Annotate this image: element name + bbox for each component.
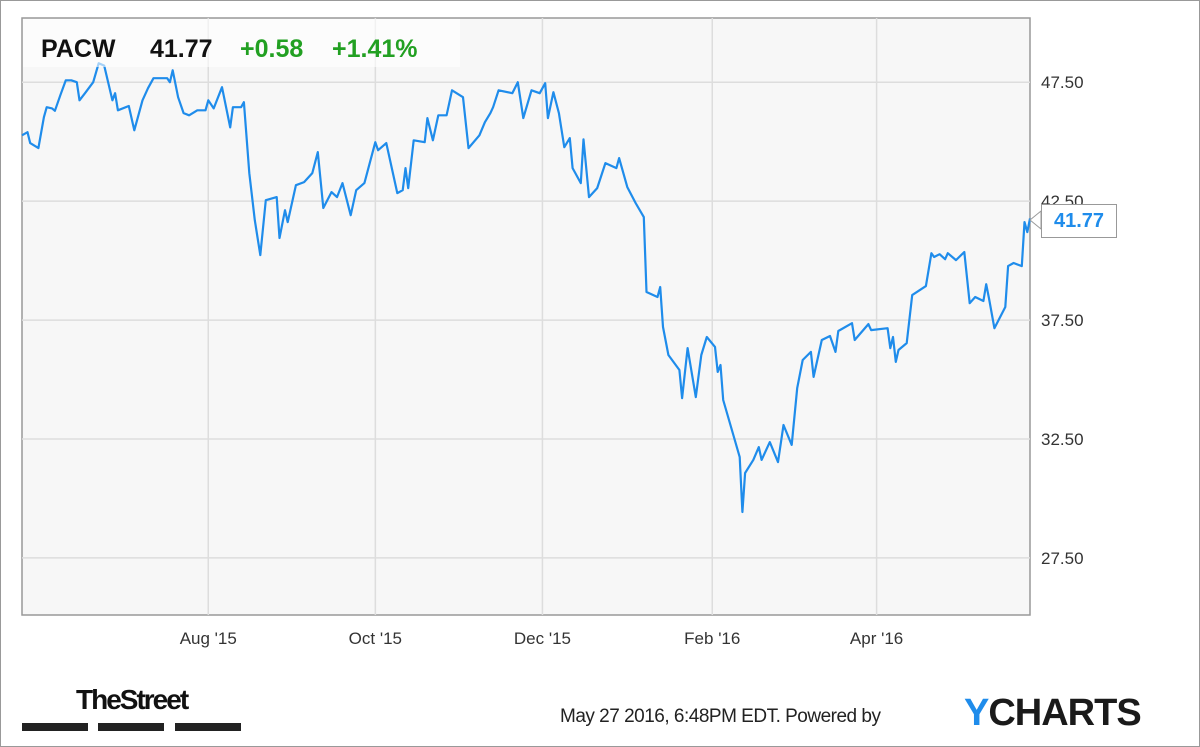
powered-by: Powered by bbox=[785, 706, 881, 727]
timestamp: May 27 2016, 6:48PM EDT. bbox=[560, 706, 781, 727]
logo-bar bbox=[98, 723, 164, 731]
quote-header: PACW 41.77 +0.58 +1.41% bbox=[23, 19, 460, 67]
plot-area bbox=[21, 17, 1031, 616]
y-tick-label: 27.50 bbox=[1041, 549, 1084, 568]
current-price-label: 41.77 bbox=[1041, 204, 1117, 238]
x-tick-label: Aug '15 bbox=[180, 629, 237, 648]
price-line bbox=[21, 62, 1032, 514]
thestreet-logo: TheStreet bbox=[76, 684, 189, 715]
ycharts-logo: YCHARTS bbox=[964, 692, 1142, 734]
price-change-percent: +1.41% bbox=[332, 35, 418, 63]
y-tick-label: 37.50 bbox=[1041, 311, 1084, 330]
ticker-symbol: PACW bbox=[41, 35, 116, 63]
grid bbox=[22, 18, 1030, 615]
logo-bar bbox=[175, 723, 241, 731]
y-tick-label: 47.50 bbox=[1041, 73, 1084, 92]
price-change: +0.58 bbox=[240, 35, 304, 63]
footer-timestamp: May 27 2016, 6:48PM EDT. Powered by bbox=[560, 706, 881, 728]
last-price: 41.77 bbox=[150, 35, 213, 63]
x-tick-label: Dec '15 bbox=[514, 629, 571, 648]
current-price-pointer bbox=[1029, 209, 1042, 231]
x-tick-label: Feb '16 bbox=[684, 629, 740, 648]
y-tick-label: 32.50 bbox=[1041, 430, 1084, 449]
x-axis: Aug '15 Oct '15 Dec '15 Feb '16 Apr '16 bbox=[180, 629, 904, 648]
x-tick-label: Apr '16 bbox=[850, 629, 903, 648]
x-tick-label: Oct '15 bbox=[349, 629, 402, 648]
logo-bar bbox=[22, 723, 88, 731]
